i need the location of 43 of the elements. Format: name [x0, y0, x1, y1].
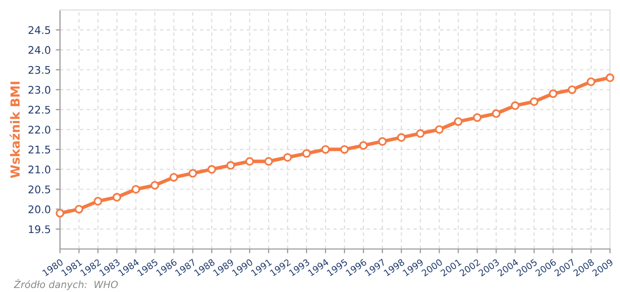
point	[548, 89, 558, 98]
y-axis-title: Wskaźnik BMI	[10, 82, 20, 178]
point	[435, 125, 444, 134]
point	[264, 157, 273, 166]
y-tick-label: 20.5	[28, 185, 50, 194]
point	[188, 169, 198, 178]
point	[74, 204, 84, 214]
y-tick-label: 23.0	[28, 86, 50, 94]
point	[586, 77, 596, 86]
point	[472, 113, 482, 122]
point	[340, 145, 349, 154]
point	[530, 97, 538, 106]
point	[245, 157, 254, 166]
text: Źródło danych: WHO	[14, 279, 118, 290]
point	[416, 129, 425, 138]
point	[132, 184, 140, 194]
point	[226, 161, 235, 170]
y-tick-label: 24.0	[28, 46, 50, 54]
y-tick-label: 20.0	[28, 205, 50, 214]
y-tick-label: 23.5	[28, 66, 50, 74]
point	[606, 73, 614, 82]
point	[150, 180, 160, 190]
point	[283, 153, 292, 162]
point	[397, 133, 406, 142]
point	[56, 208, 64, 218]
point	[302, 149, 311, 158]
point	[207, 165, 216, 174]
point	[568, 85, 576, 94]
y-tick-label: 24.5	[28, 26, 50, 34]
y-tick-label: 19.5	[28, 225, 50, 234]
point	[359, 141, 368, 150]
point	[321, 145, 330, 154]
y-tick-label: 21.0	[28, 166, 50, 174]
point	[94, 196, 102, 206]
y-tick-label: 22.5	[28, 106, 50, 114]
point	[492, 109, 501, 118]
point	[454, 117, 463, 126]
point	[112, 192, 122, 202]
point	[378, 137, 387, 146]
point	[169, 172, 178, 182]
point	[510, 101, 520, 110]
y-tick-label: 21.5	[28, 146, 50, 154]
y-tick-label: 22.0	[28, 126, 50, 134]
